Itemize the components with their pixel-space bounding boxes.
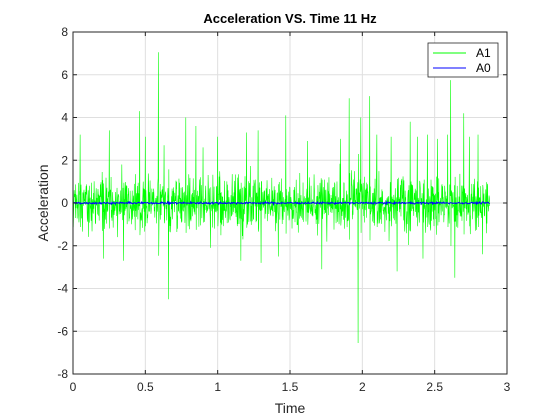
x-tick-label: 0.5 [137, 380, 154, 394]
series-a1-line [72, 52, 490, 344]
y-tick-label: 8 [61, 25, 68, 39]
y-tick-label: -2 [57, 239, 68, 253]
y-tick-label: 6 [61, 68, 68, 82]
y-tick-label: 2 [61, 153, 68, 167]
y-axis-label: Acceleration [35, 164, 51, 241]
x-tick-label: 1.5 [282, 380, 299, 394]
x-tick-label: 3 [504, 380, 511, 394]
y-tick-label: -8 [57, 367, 68, 381]
y-tick-label: 0 [61, 196, 68, 210]
x-axis-label: Time [275, 400, 306, 416]
x-tick-label: 2 [359, 380, 366, 394]
y-tick-label: 4 [61, 111, 68, 125]
plot-area: 0 0.5 1 1.5 2 2.5 3 -8 -6 -4 -2 0 2 4 6 8 [57, 25, 510, 394]
x-tick-label: 0 [70, 380, 77, 394]
chart-title: Acceleration VS. Time 11 Hz [203, 11, 377, 26]
series-a0-line [72, 200, 490, 207]
legend-label-a1: A1 [476, 46, 491, 60]
x-tick-label: 2.5 [426, 380, 443, 394]
y-tick-label: -6 [57, 324, 68, 338]
legend-box [427, 42, 499, 78]
x-tick-label: 1 [214, 380, 221, 394]
y-tick-label: -4 [57, 282, 68, 296]
legend-label-a0: A0 [476, 61, 491, 75]
